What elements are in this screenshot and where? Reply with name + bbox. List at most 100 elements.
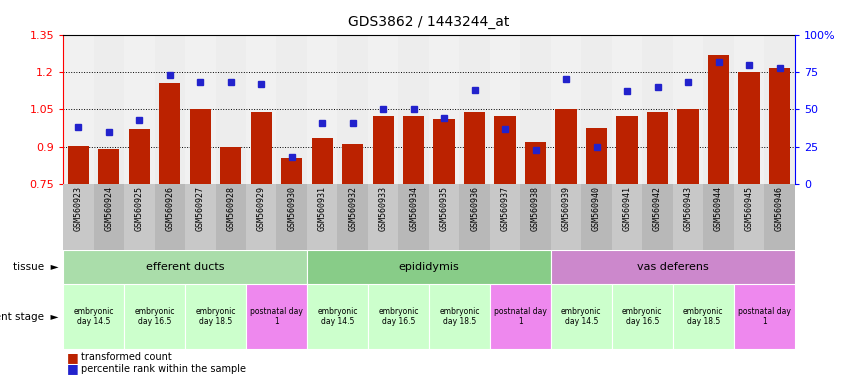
Bar: [124, 35, 155, 184]
Bar: [342, 144, 363, 184]
Bar: [733, 35, 764, 184]
Text: postnatal day
1: postnatal day 1: [494, 307, 547, 326]
Text: GSM560940: GSM560940: [592, 186, 601, 231]
Bar: [368, 184, 399, 250]
Text: GSM560927: GSM560927: [196, 186, 204, 231]
Text: GSM560926: GSM560926: [166, 186, 174, 231]
Text: GSM560928: GSM560928: [226, 186, 235, 231]
Text: GSM560943: GSM560943: [684, 186, 692, 231]
Bar: [403, 116, 425, 184]
Bar: [399, 35, 429, 184]
Bar: [93, 184, 124, 250]
Bar: [733, 184, 764, 250]
Bar: [98, 149, 119, 184]
Bar: [581, 35, 611, 184]
Bar: [703, 184, 733, 250]
Text: GSM560939: GSM560939: [562, 186, 570, 231]
Bar: [63, 250, 307, 284]
Bar: [63, 184, 93, 250]
Bar: [67, 146, 89, 184]
Text: GSM560938: GSM560938: [532, 186, 540, 231]
Bar: [399, 184, 429, 250]
Bar: [521, 184, 551, 250]
Text: GSM560931: GSM560931: [318, 186, 326, 231]
Bar: [647, 112, 669, 184]
Text: vas deferens: vas deferens: [637, 262, 709, 272]
Bar: [155, 35, 185, 184]
Text: embryonic
day 16.5: embryonic day 16.5: [622, 307, 663, 326]
Bar: [673, 284, 733, 349]
Text: GSM560945: GSM560945: [744, 186, 754, 231]
Bar: [677, 109, 699, 184]
Text: embryonic
day 18.5: embryonic day 18.5: [195, 307, 235, 326]
Bar: [489, 35, 521, 184]
Text: GSM560932: GSM560932: [348, 186, 357, 231]
Bar: [215, 35, 246, 184]
Bar: [489, 284, 551, 349]
Text: GSM560941: GSM560941: [622, 186, 632, 231]
Text: embryonic
day 14.5: embryonic day 14.5: [73, 307, 114, 326]
Bar: [525, 142, 547, 184]
Text: postnatal day
1: postnatal day 1: [738, 307, 791, 326]
Text: GSM560929: GSM560929: [257, 186, 266, 231]
Text: tissue  ►: tissue ►: [13, 262, 59, 272]
Text: embryonic
day 14.5: embryonic day 14.5: [561, 307, 601, 326]
Text: GSM560930: GSM560930: [288, 186, 296, 231]
Bar: [189, 109, 211, 184]
Bar: [673, 184, 703, 250]
Bar: [251, 112, 272, 184]
Bar: [281, 158, 303, 184]
Bar: [459, 184, 489, 250]
Bar: [307, 184, 337, 250]
Text: embryonic
day 18.5: embryonic day 18.5: [683, 307, 723, 326]
Bar: [581, 184, 611, 250]
Bar: [769, 68, 791, 184]
Bar: [277, 35, 307, 184]
Bar: [643, 35, 673, 184]
Text: epididymis: epididymis: [399, 262, 459, 272]
Text: GSM560937: GSM560937: [500, 186, 510, 231]
Bar: [555, 109, 577, 184]
Bar: [373, 116, 394, 184]
Text: GSM560946: GSM560946: [775, 186, 784, 231]
Bar: [611, 35, 643, 184]
Bar: [307, 284, 368, 349]
Text: ■: ■: [67, 362, 79, 375]
Bar: [551, 284, 611, 349]
Bar: [63, 35, 93, 184]
Bar: [733, 284, 795, 349]
Bar: [368, 35, 399, 184]
Bar: [311, 138, 333, 184]
Text: percentile rank within the sample: percentile rank within the sample: [81, 364, 246, 374]
Bar: [185, 284, 246, 349]
Bar: [708, 55, 729, 184]
Text: postnatal day
1: postnatal day 1: [250, 307, 303, 326]
Bar: [63, 284, 124, 349]
Bar: [489, 184, 521, 250]
Text: embryonic
day 14.5: embryonic day 14.5: [317, 307, 357, 326]
Bar: [495, 116, 516, 184]
Text: embryonic
day 16.5: embryonic day 16.5: [135, 307, 175, 326]
Text: ■: ■: [67, 351, 79, 364]
Text: GDS3862 / 1443244_at: GDS3862 / 1443244_at: [348, 15, 510, 29]
Text: GSM560935: GSM560935: [440, 186, 448, 231]
Text: transformed count: transformed count: [81, 352, 172, 362]
Bar: [129, 129, 150, 184]
Bar: [124, 184, 155, 250]
Text: embryonic
day 18.5: embryonic day 18.5: [439, 307, 479, 326]
Bar: [551, 184, 581, 250]
Bar: [307, 35, 337, 184]
Bar: [220, 147, 241, 184]
Bar: [429, 284, 489, 349]
Bar: [93, 35, 124, 184]
Text: efferent ducts: efferent ducts: [145, 262, 225, 272]
Bar: [551, 250, 795, 284]
Bar: [185, 184, 215, 250]
Bar: [673, 35, 703, 184]
Bar: [764, 184, 795, 250]
Bar: [307, 250, 551, 284]
Text: embryonic
day 16.5: embryonic day 16.5: [378, 307, 419, 326]
Bar: [246, 35, 277, 184]
Text: GSM560934: GSM560934: [410, 186, 418, 231]
Bar: [764, 35, 795, 184]
